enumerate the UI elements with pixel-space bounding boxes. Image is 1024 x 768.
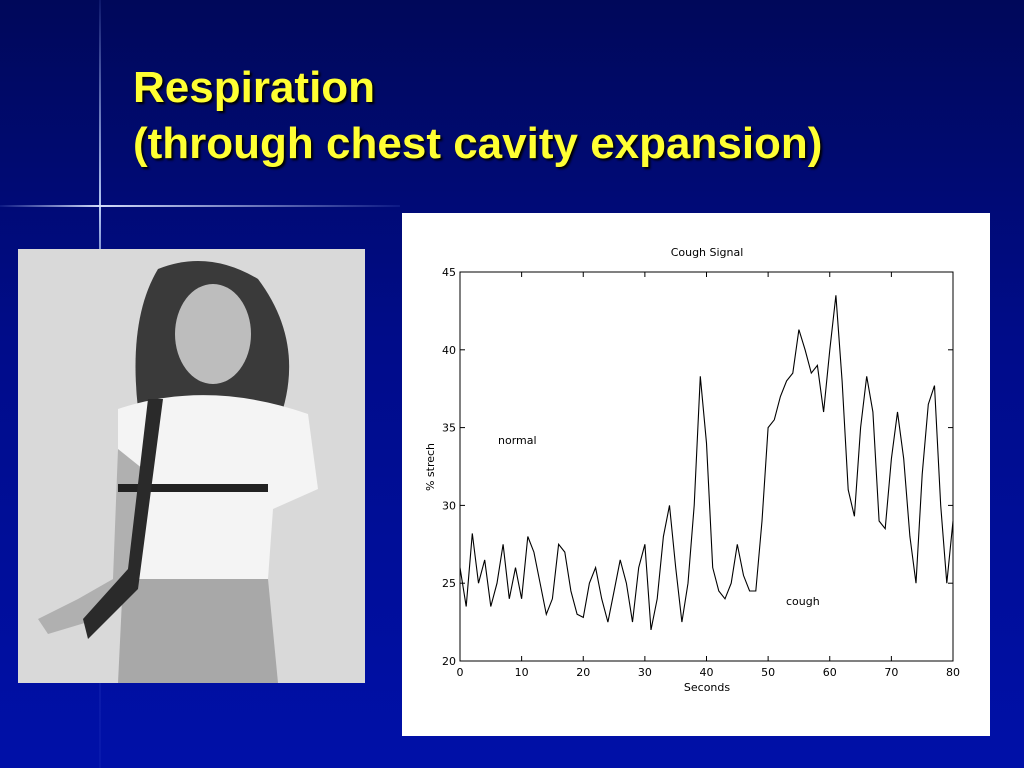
x-axis-label: Seconds [684,681,730,694]
annotation: cough [786,595,820,608]
y-tick-label: 40 [442,344,456,357]
photo [18,249,365,683]
y-tick-label: 45 [442,266,456,279]
y-tick-label: 30 [442,499,456,512]
y-tick-label: 20 [442,655,456,668]
slide-title: Respiration (through chest cavity expans… [133,60,822,172]
title-line: Respiration [133,63,376,112]
plot-frame [459,271,954,662]
y-tick-label: 25 [442,577,456,590]
y-axis-label: % strech [424,443,437,491]
x-tick-label: 10 [515,666,529,679]
x-tick-label: 0 [457,666,464,679]
x-tick-label: 60 [823,666,837,679]
x-tick-label: 20 [576,666,590,679]
x-tick-label: 70 [884,666,898,679]
chart-panel: Cough Signal Seconds % strech 0 10 20 30 40 5… [402,213,990,736]
title-line: (through chest cavity expansion) [133,119,823,168]
chart-title: Cough Signal [671,246,744,259]
x-tick-label: 80 [946,666,960,679]
y-tick-label: 35 [442,422,456,435]
signal-line [459,295,954,631]
decor-line [0,205,400,207]
x-tick-label: 40 [700,666,714,679]
chart: Cough Signal Seconds % strech 0 10 20 30 40 5… [424,246,960,694]
x-tick-label: 30 [638,666,652,679]
annotation: normal [498,434,537,447]
x-tick-label: 50 [761,666,775,679]
